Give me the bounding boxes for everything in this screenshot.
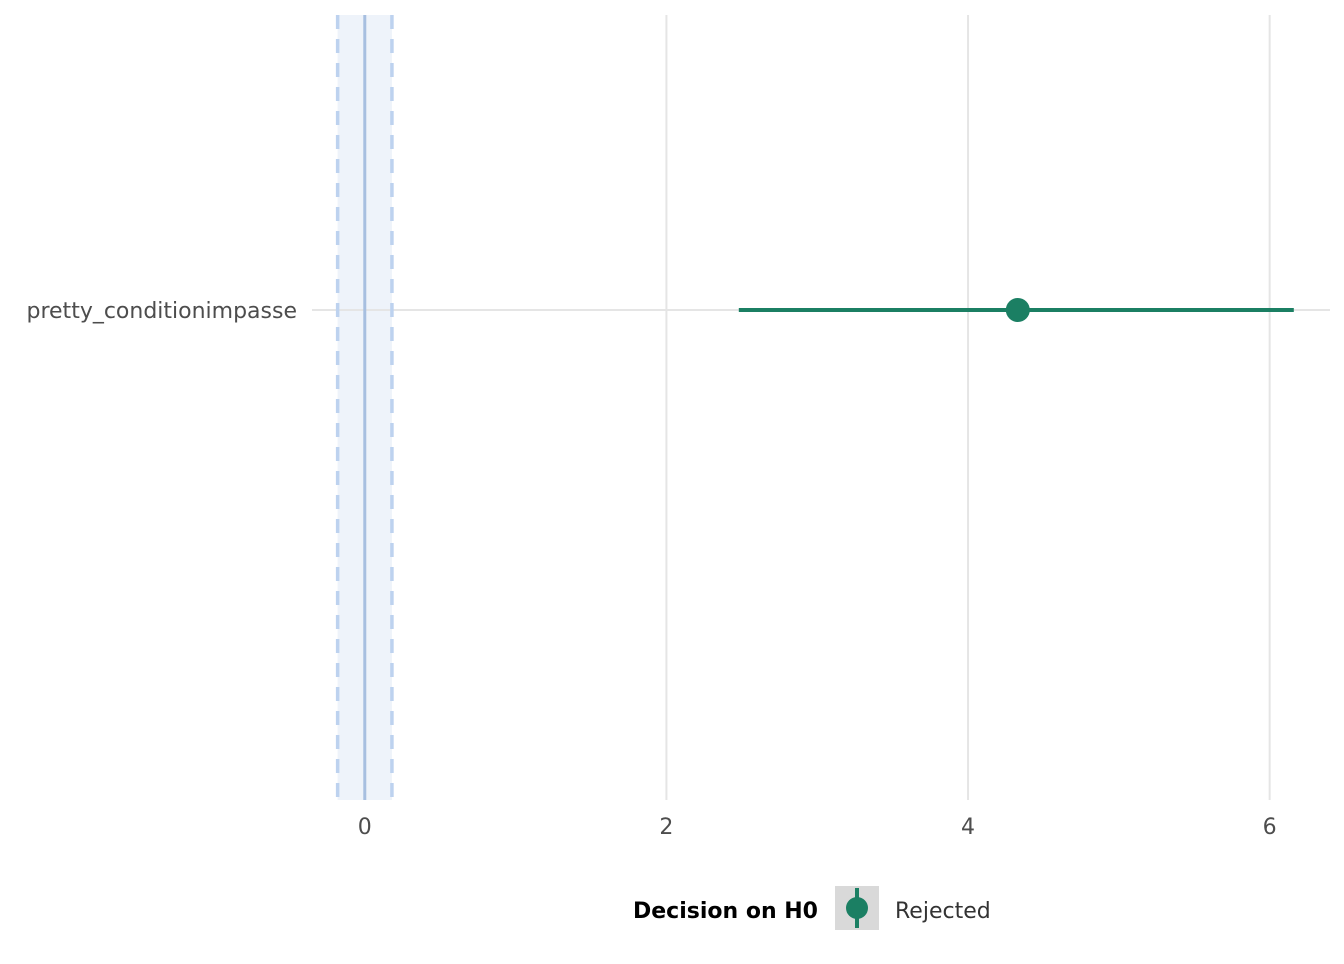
x-tick-label-0: 0 (358, 815, 372, 840)
y-category-label: pretty_conditionimpasse (27, 299, 298, 324)
legend-title: Decision on H0 (633, 899, 818, 924)
x-tick-label-4: 4 (961, 815, 975, 840)
x-tick-label-2: 2 (659, 815, 673, 840)
legend: Decision on H0 Rejected (633, 886, 991, 930)
legend-key-point (846, 897, 868, 919)
legend-label-rejected: Rejected (895, 899, 991, 924)
x-tick-label-6: 6 (1263, 815, 1277, 840)
estimate-point-pretty_conditionimpasse (1005, 298, 1030, 322)
grid-layer (312, 15, 1330, 800)
data-layer (738, 298, 1294, 322)
axis-layer: 0 2 4 6 pretty_conditionimpasse (27, 299, 1277, 840)
